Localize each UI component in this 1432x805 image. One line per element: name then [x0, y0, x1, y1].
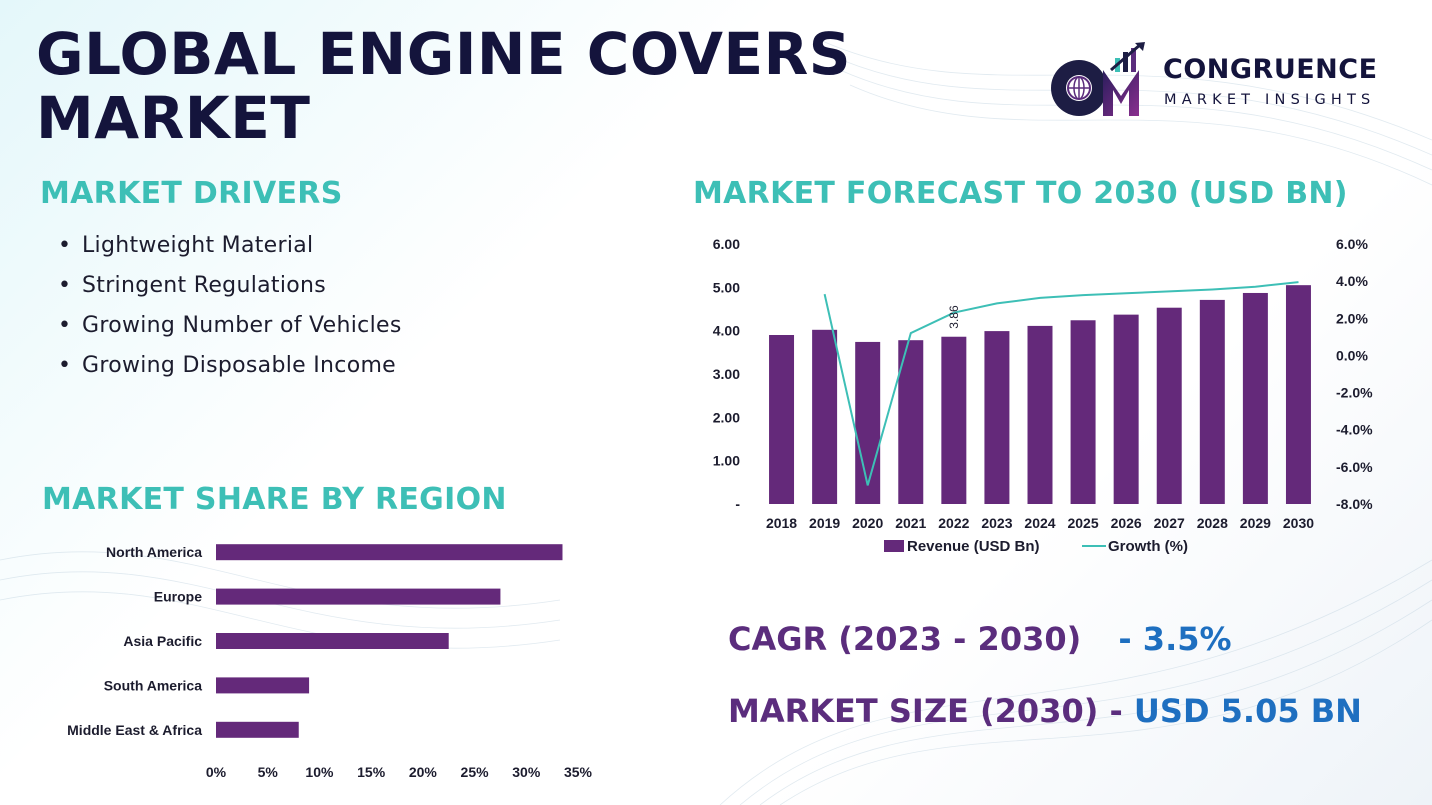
region-chart: North America Europe Asia Pacific South Ame…: [67, 544, 593, 780]
right-axis-tick-label: -2.0%: [1336, 385, 1373, 401]
x-axis-tick-label: 2024: [1024, 515, 1055, 531]
right-axis-tick-label: -6.0%: [1336, 459, 1373, 475]
region-bar: [216, 633, 449, 649]
x-axis-tick-label: 15%: [357, 764, 386, 780]
region-bar: [216, 588, 501, 605]
driver-text: Growing Number of Vehicles: [82, 313, 402, 338]
x-axis-tick-label: 2025: [1067, 515, 1098, 531]
revenue-bar: [855, 341, 881, 504]
x-axis-tick-label: 2028: [1197, 515, 1228, 531]
region-label: North America: [106, 544, 202, 560]
revenue-bar: [1113, 314, 1139, 504]
forecast-chart: 6.005.004.003.002.001.00-6.0%4.0%2.0%0.0…: [713, 236, 1373, 555]
x-axis-tick-label: 2019: [809, 515, 840, 531]
driver-text: Growing Disposable Income: [82, 353, 397, 378]
right-axis-tick-label: -8.0%: [1336, 496, 1373, 512]
x-axis-tick-label: 30%: [512, 764, 541, 780]
x-axis-tick-label: 2029: [1240, 515, 1271, 531]
legend-revenue-label: Revenue (USD Bn): [907, 538, 1040, 555]
revenue-bar: [1156, 307, 1182, 504]
revenue-bar: [941, 336, 967, 504]
x-axis-tick-label: 0%: [206, 764, 227, 780]
logo-name: CONGRUENCE: [1163, 54, 1378, 85]
x-axis-tick-label: 10%: [305, 764, 334, 780]
x-axis-tick-label: 2027: [1154, 515, 1185, 531]
revenue-bar: [769, 335, 795, 504]
bullet-icon: •: [58, 273, 72, 298]
list-item: • Growing Number of Vehicles: [58, 310, 402, 350]
x-axis-tick-label: 5%: [258, 764, 279, 780]
x-axis-tick-label: 2021: [895, 515, 926, 531]
revenue-bar: [812, 329, 838, 504]
left-axis-tick-label: 3.00: [713, 366, 740, 382]
cagr-value: - 3.5%: [1118, 620, 1232, 658]
region-label: Europe: [154, 589, 202, 605]
page-title-line2: MARKET: [36, 84, 311, 152]
list-item: • Stringent Regulations: [58, 270, 402, 310]
revenue-bar: [1199, 299, 1225, 504]
right-axis-tick-label: -4.0%: [1336, 422, 1373, 438]
driver-text: Stringent Regulations: [82, 273, 326, 298]
right-axis-tick-label: 6.0%: [1336, 236, 1368, 252]
bullet-icon: •: [58, 353, 72, 378]
revenue-bar: [1285, 285, 1311, 504]
drivers-list: • Lightweight Material • Stringent Regulat…: [58, 230, 402, 390]
revenue-bar: [1027, 325, 1053, 504]
x-axis-tick-label: 2030: [1283, 515, 1314, 531]
left-axis-tick-label: 4.00: [713, 323, 740, 339]
x-axis-tick-label: 2023: [981, 515, 1012, 531]
left-axis-tick-label: 6.00: [713, 236, 740, 252]
x-axis-tick-label: 2022: [938, 515, 969, 531]
cagr-label: CAGR (2023 - 2030): [728, 620, 1082, 658]
region-heading: MARKET SHARE BY REGION: [42, 482, 507, 517]
region-label: Asia Pacific: [123, 633, 202, 649]
region-bar: [216, 677, 310, 694]
growth-line: [823, 281, 1299, 486]
market-size-label: MARKET SIZE (2030) -: [728, 692, 1123, 730]
x-axis-tick-label: 25%: [461, 764, 490, 780]
right-axis-tick-label: 4.0%: [1336, 273, 1368, 289]
driver-text: Lightweight Material: [82, 233, 314, 258]
x-axis-tick-label: 35%: [564, 764, 593, 780]
region-label: South America: [104, 677, 202, 693]
region-bar: [216, 721, 299, 738]
revenue-bar: [898, 340, 924, 504]
page-title-line1: GLOBAL ENGINE COVERS: [36, 20, 852, 88]
market-size-value: USD 5.05 BN: [1133, 692, 1362, 730]
legend-revenue-swatch: [884, 540, 904, 552]
drivers-heading: MARKET DRIVERS: [40, 176, 343, 211]
left-axis-tick-label: 1.00: [713, 453, 740, 469]
bullet-icon: •: [58, 233, 72, 258]
right-axis-tick-label: 2.0%: [1336, 310, 1368, 326]
revenue-bar: [1242, 292, 1268, 504]
list-item: • Growing Disposable Income: [58, 350, 402, 390]
x-axis-tick-label: 2018: [766, 515, 797, 531]
legend-growth-label: Growth (%): [1108, 538, 1188, 555]
data-label: 3.86: [947, 305, 961, 329]
left-axis-tick-label: 2.00: [713, 409, 740, 425]
x-axis-tick-label: 20%: [409, 764, 438, 780]
cagr-stat: CAGR (2023 - 2030) - 3.5%: [728, 620, 1232, 658]
right-axis-tick-label: 0.0%: [1336, 347, 1368, 363]
region-label: Middle East & Africa: [67, 722, 202, 738]
page-title: GLOBAL ENGINE COVERS MARKET: [36, 22, 851, 150]
region-bar: [216, 544, 563, 561]
brand-logo: CONGRUENCE MARKET INSIGHTS: [1045, 40, 1405, 120]
forecast-heading: MARKET FORECAST TO 2030 (USD BN): [693, 176, 1348, 211]
left-axis-tick-label: -: [735, 496, 740, 512]
cmi-logo-icon: [1051, 42, 1145, 116]
market-size-stat: MARKET SIZE (2030) - USD 5.05 BN: [728, 692, 1362, 730]
x-axis-tick-label: 2026: [1111, 515, 1142, 531]
left-axis-tick-label: 5.00: [713, 279, 740, 295]
list-item: • Lightweight Material: [58, 230, 402, 270]
revenue-bar: [1070, 320, 1096, 504]
logo-tagline: MARKET INSIGHTS: [1164, 92, 1376, 108]
revenue-bar: [984, 331, 1010, 504]
x-axis-tick-label: 2020: [852, 515, 883, 531]
bullet-icon: •: [58, 313, 72, 338]
